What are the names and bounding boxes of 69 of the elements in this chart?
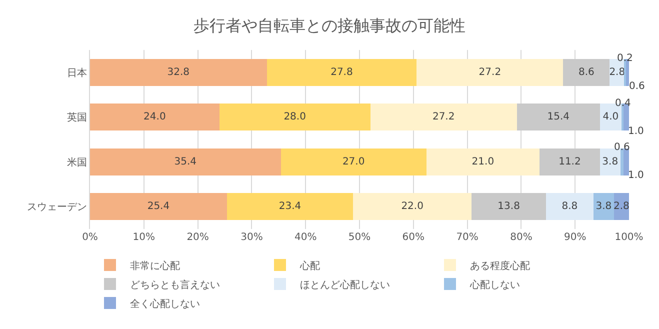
x-tick-label: 30% bbox=[240, 232, 263, 243]
bar bbox=[90, 104, 220, 131]
x-tick-label: 70% bbox=[456, 232, 478, 243]
bar bbox=[90, 148, 281, 176]
data-label: 27.2 bbox=[432, 112, 455, 123]
bar bbox=[540, 148, 600, 176]
bar bbox=[593, 193, 614, 220]
x-tick-label: 60% bbox=[402, 232, 425, 243]
x-tick-label: 100% bbox=[614, 232, 644, 243]
data-label: 11.2 bbox=[558, 156, 581, 168]
data-label: 24.0 bbox=[144, 112, 166, 123]
bar bbox=[472, 193, 546, 220]
data-label: 0.6 bbox=[629, 81, 645, 92]
data-label: 2.8 bbox=[614, 201, 630, 212]
data-label: 22.0 bbox=[401, 201, 424, 212]
bar bbox=[563, 58, 610, 86]
data-label: 21.0 bbox=[472, 156, 494, 168]
y-tick-label: 日本 bbox=[67, 66, 87, 79]
x-tick-label: 80% bbox=[510, 232, 532, 243]
data-label: 25.4 bbox=[147, 201, 170, 212]
legend-label: 心配 bbox=[299, 260, 320, 272]
x-tick-label: 20% bbox=[186, 232, 209, 243]
bar bbox=[90, 58, 267, 86]
data-label: 1.0 bbox=[628, 126, 644, 137]
data-label: 32.8 bbox=[167, 66, 190, 78]
legend-label: 心配しない bbox=[469, 278, 520, 291]
data-label: 2.8 bbox=[609, 66, 626, 78]
legend-label: ある程度心配 bbox=[470, 260, 530, 272]
x-tick-label: 90% bbox=[564, 232, 586, 243]
legend-label: 非常に心配 bbox=[130, 260, 180, 272]
data-label: 27.2 bbox=[478, 66, 502, 78]
bar bbox=[226, 193, 354, 220]
chart-title: 歩行者や自転車との接触事故の可能性 bbox=[194, 16, 466, 35]
y-tick-label: 米国 bbox=[67, 156, 87, 168]
y-tick-label: スウェーデン bbox=[27, 202, 87, 214]
data-label: 0.4 bbox=[615, 98, 631, 109]
data-label: 23.4 bbox=[278, 201, 302, 212]
data-label: 0.2 bbox=[617, 53, 633, 64]
data-label: 4.0 bbox=[602, 112, 619, 123]
data-label: 3.8 bbox=[602, 156, 618, 168]
bar bbox=[266, 58, 417, 86]
bar bbox=[546, 193, 594, 220]
bar bbox=[516, 104, 600, 131]
bar bbox=[426, 148, 540, 176]
bar bbox=[353, 193, 472, 220]
data-label: 1.0 bbox=[628, 170, 644, 181]
data-label: 15.4 bbox=[547, 112, 570, 123]
data-label: 27.0 bbox=[342, 156, 365, 168]
bar bbox=[416, 58, 564, 86]
data-label: 8.8 bbox=[562, 201, 578, 212]
y-tick-label: 英国 bbox=[67, 112, 87, 124]
data-label: 27.8 bbox=[330, 66, 353, 78]
data-label: 0.6 bbox=[614, 142, 630, 153]
data-label: 35.4 bbox=[174, 156, 197, 168]
bar bbox=[90, 193, 227, 220]
x-tick-label: 40% bbox=[294, 232, 317, 243]
data-label: 28.0 bbox=[284, 112, 306, 123]
x-tick-label: 50% bbox=[348, 232, 371, 243]
data-label: 3.8 bbox=[596, 201, 612, 212]
data-label: 8.6 bbox=[578, 66, 594, 78]
bar bbox=[219, 104, 370, 131]
data-label: 13.8 bbox=[498, 201, 520, 212]
x-tick-label: 10% bbox=[132, 232, 156, 243]
legend-label: 全く心配しない bbox=[130, 298, 200, 310]
x-tick-label: 0% bbox=[82, 232, 98, 243]
legend-label: ほとんど心配しない bbox=[300, 278, 390, 291]
bar bbox=[280, 148, 426, 176]
bar bbox=[370, 104, 517, 131]
legend-label: どちらとも言えない bbox=[130, 278, 220, 291]
